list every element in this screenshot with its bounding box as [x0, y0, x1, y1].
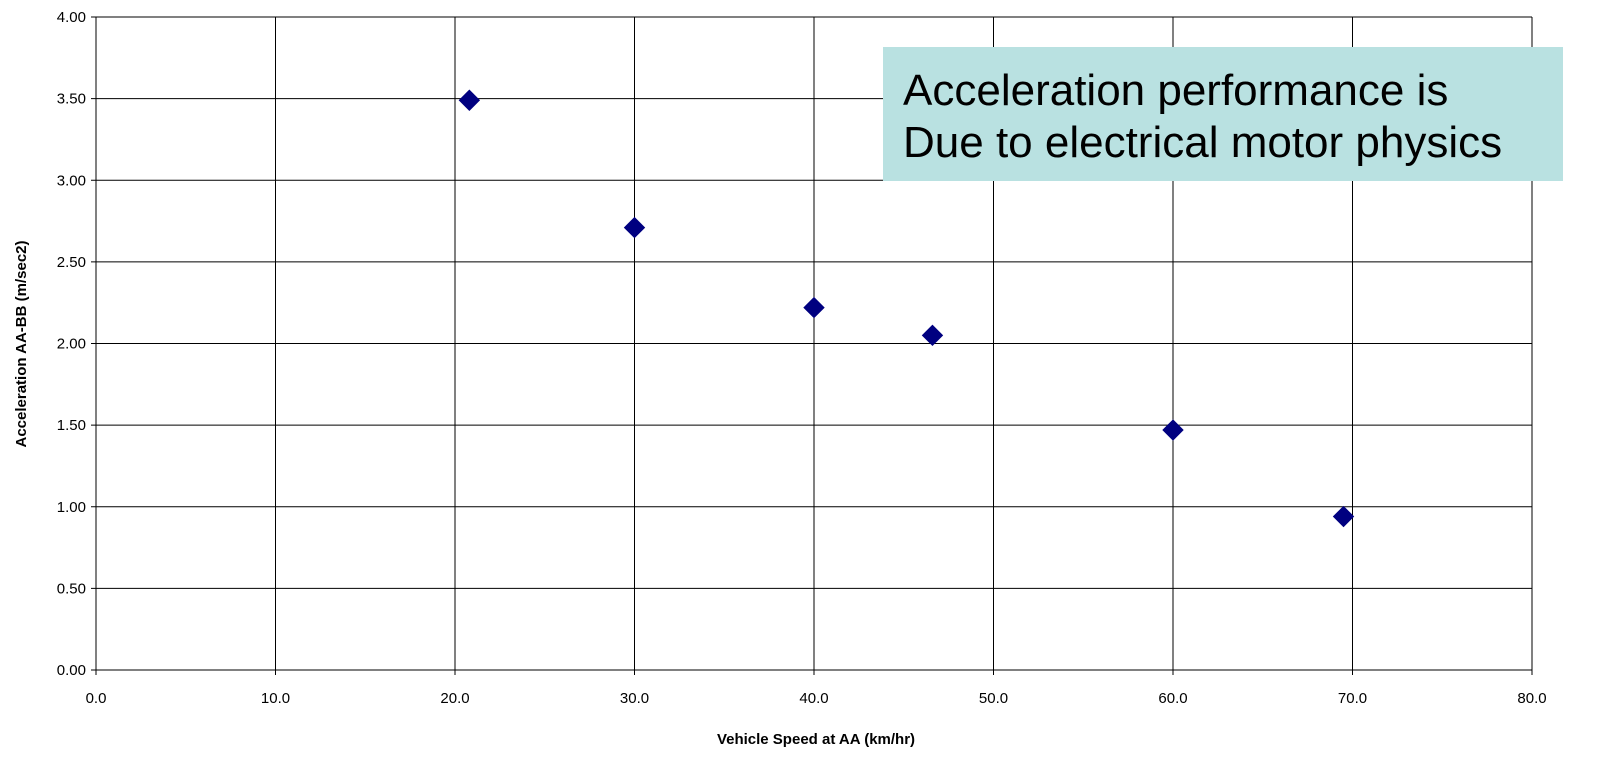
- data-point-diamond: [803, 296, 825, 319]
- x-tick-label: 10.0: [261, 690, 290, 707]
- x-tick-label: 0.0: [86, 690, 107, 707]
- x-tick-label: 70.0: [1338, 690, 1367, 707]
- annotation-box: Acceleration performance is Due to elect…: [883, 47, 1563, 181]
- y-tick-label: 4.00: [57, 9, 86, 26]
- y-tick-label: 2.50: [57, 254, 86, 271]
- data-point-diamond: [1332, 505, 1355, 528]
- y-axis-title: Acceleration AA-BB (m/sec2): [13, 240, 30, 447]
- x-axis-title: Vehicle Speed at AA (km/hr): [717, 731, 915, 748]
- annotation-line-1: Acceleration performance is: [903, 66, 1449, 115]
- x-tick-label: 20.0: [440, 690, 469, 707]
- y-tick-label: 1.00: [57, 499, 86, 516]
- y-tick-label: 0.00: [57, 662, 86, 679]
- annotation-line-2: Due to electrical motor physics: [903, 118, 1503, 167]
- data-point-diamond: [623, 216, 646, 239]
- x-tick-labels: 0.0 10.0 20.0 30.0 40.0 50.0 60.0 70.0 80.0: [86, 690, 1547, 707]
- data-point-diamond: [458, 89, 481, 111]
- x-tick-label: 80.0: [1517, 690, 1546, 707]
- x-tick-label: 50.0: [979, 690, 1008, 707]
- data-points: [458, 89, 1355, 528]
- y-tick-label: 1.50: [57, 417, 86, 434]
- y-tick-label: 3.00: [57, 172, 86, 189]
- x-tick-label: 30.0: [620, 690, 649, 707]
- x-tick-label: 40.0: [799, 690, 828, 707]
- y-tick-label: 3.50: [57, 91, 86, 108]
- data-point-diamond: [921, 324, 944, 347]
- y-tick-label: 2.00: [57, 336, 86, 353]
- axes: [91, 16, 1533, 675]
- y-tick-labels: 0.00 0.50 1.00 1.50 2.00 2.50 3.00 3.50 4.00: [57, 9, 86, 679]
- x-tick-label: 60.0: [1158, 690, 1187, 707]
- data-point-diamond: [1162, 419, 1184, 441]
- y-tick-label: 0.50: [57, 580, 86, 597]
